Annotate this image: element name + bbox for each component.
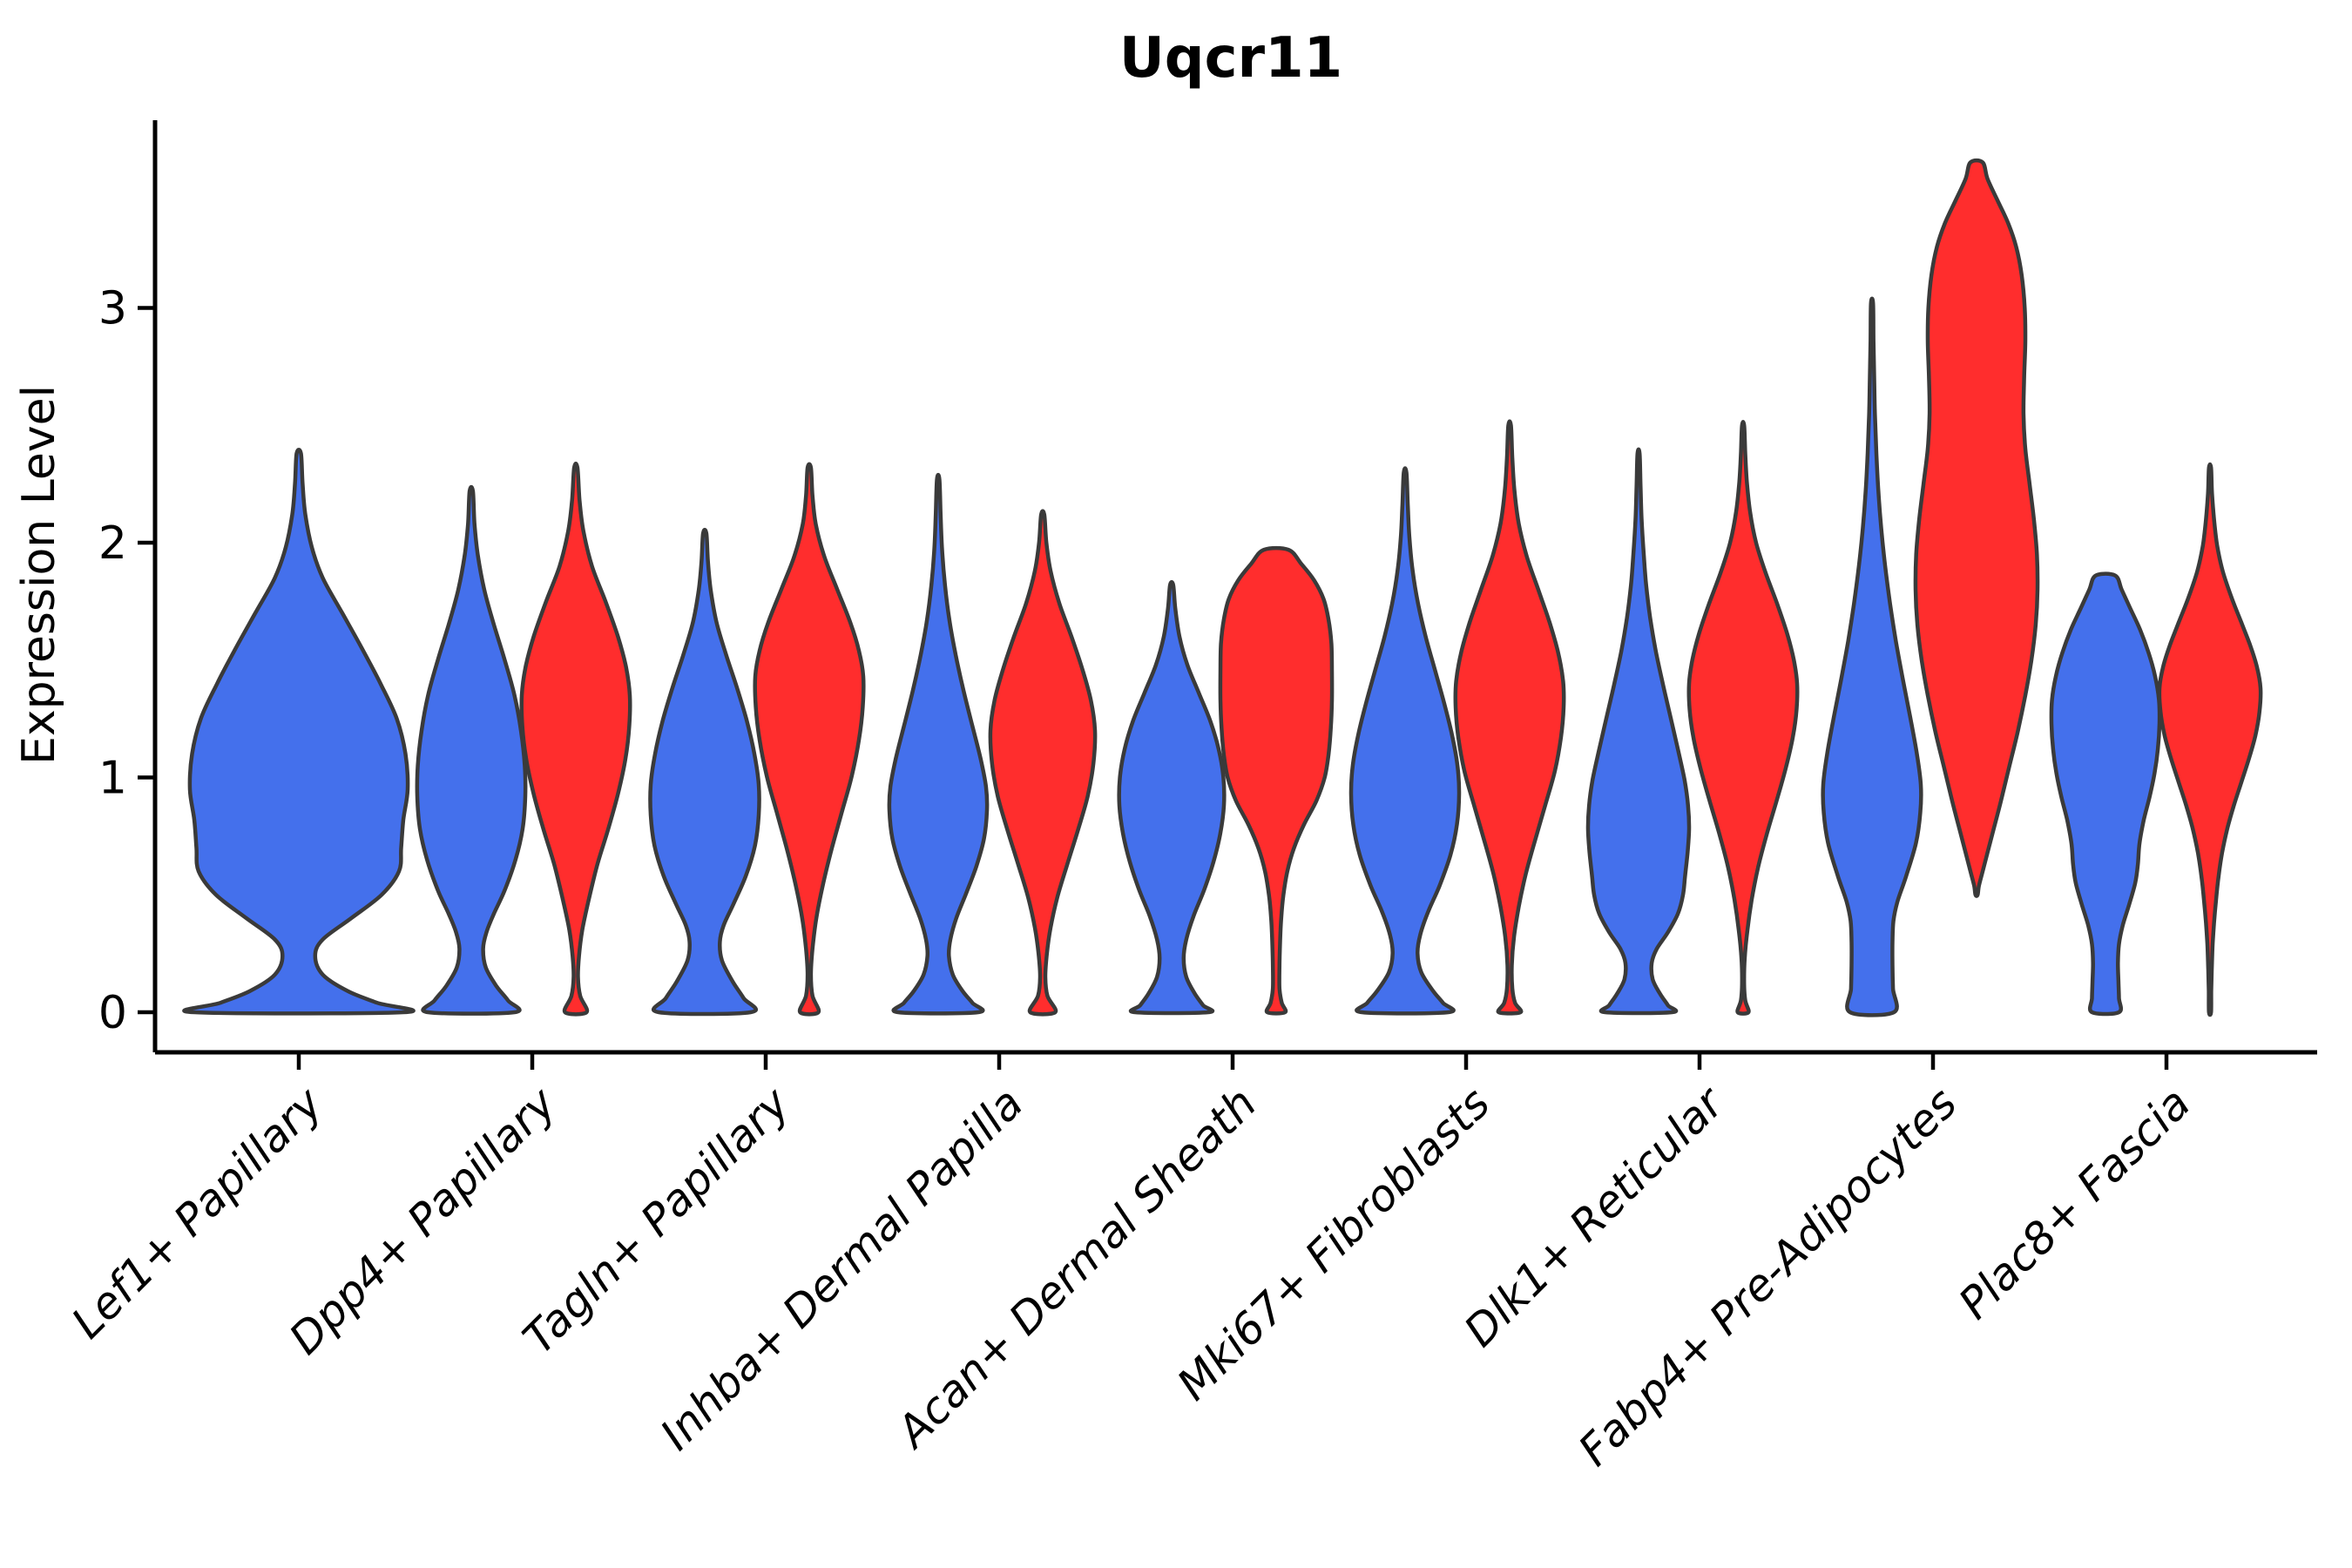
- violin-lef1-blue: [182, 448, 416, 1016]
- violin-tagln-red: [753, 462, 866, 1017]
- violin-plac8-blue: [2049, 571, 2162, 1017]
- violin-inhba-red: [988, 509, 1098, 1017]
- violin-mki67-red: [1453, 419, 1566, 1016]
- violin-shapes: [182, 158, 2263, 1017]
- x-tick-label: Fabp4+ Pre-Adipocytes: [1569, 1078, 1967, 1476]
- x-tick-label: Lef1+ Papillary: [62, 1077, 333, 1348]
- violin-fabp4-blue: [1821, 296, 1923, 1017]
- violin-acan-red: [1218, 545, 1335, 1016]
- y-tick-label: 3: [98, 283, 127, 335]
- y-axis-label: Expression Level: [13, 385, 65, 765]
- violin-dpp4-red: [519, 461, 632, 1017]
- y-tick-label: 0: [98, 987, 127, 1039]
- chart-title: Uqcr11: [1119, 26, 1342, 91]
- violin-dlk1-blue: [1585, 447, 1692, 1016]
- violin-acan-blue: [1117, 579, 1227, 1016]
- y-tick-label: 1: [98, 753, 127, 805]
- violin-dpp4-blue: [415, 484, 528, 1016]
- x-tick-label: Plac8+ Fascia: [1950, 1078, 2200, 1328]
- x-tick-label: Dlk1+ Reticular: [1455, 1076, 1735, 1356]
- violin-tagln-blue: [648, 527, 761, 1017]
- violin-inhba-blue: [887, 472, 990, 1016]
- violin-dlk1-red: [1686, 420, 1800, 1016]
- violin-plac8-red: [2157, 462, 2263, 1017]
- y-tick-label: 2: [98, 517, 127, 570]
- axis-spines: [152, 120, 2317, 1055]
- violin-mki67-blue: [1348, 466, 1462, 1016]
- y-axis-ticks: 0 1 2 3: [98, 283, 155, 1039]
- violin-fabp4-red: [1913, 158, 2040, 898]
